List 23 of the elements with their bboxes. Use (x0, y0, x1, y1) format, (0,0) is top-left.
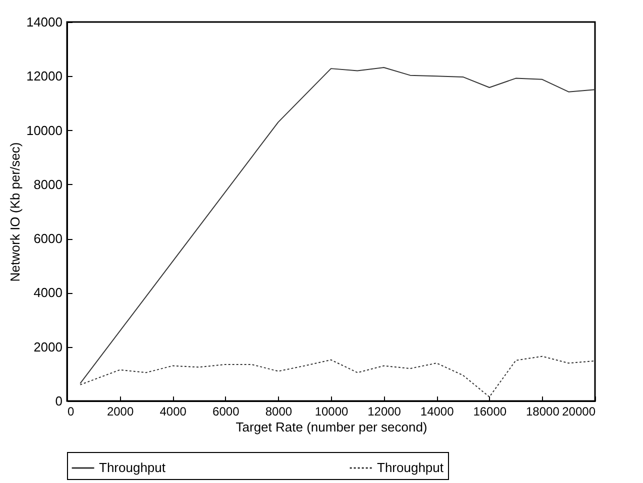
x-axis-title: Target Rate (number per second) (236, 420, 428, 434)
x-tick-label: 0 (68, 404, 74, 418)
y-tick-label: 6000 (34, 231, 62, 246)
x-tick-label: 12000 (368, 404, 402, 418)
y-axis-title: Network IO (Kb per/sec) (7, 142, 22, 282)
y-tick-label: 4000 (34, 285, 62, 300)
x-tick-label: 6000 (212, 404, 240, 418)
y-tick-label: 0 (55, 394, 62, 408)
x-tick-label: 18000 (526, 404, 560, 418)
y-tick-label: 8000 (34, 176, 62, 192)
legend-label: Throughput (377, 460, 444, 475)
x-tick-label: 2000 (106, 404, 134, 418)
y-tick-label: 2000 (34, 339, 62, 354)
x-tick-label: 20000 (562, 404, 596, 418)
y-tick-label: 14000 (26, 14, 62, 30)
x-tick-label: 16000 (473, 404, 507, 418)
x-tick-label: 4000 (160, 404, 187, 418)
x-tick-label: 8000 (265, 404, 292, 418)
x-tick-label: 14000 (420, 404, 454, 418)
y-tick-label: 10000 (26, 122, 62, 138)
y-tick-label: 12000 (26, 68, 62, 84)
x-tick-label: 10000 (314, 404, 349, 418)
legend-label: Throughput (99, 460, 166, 475)
